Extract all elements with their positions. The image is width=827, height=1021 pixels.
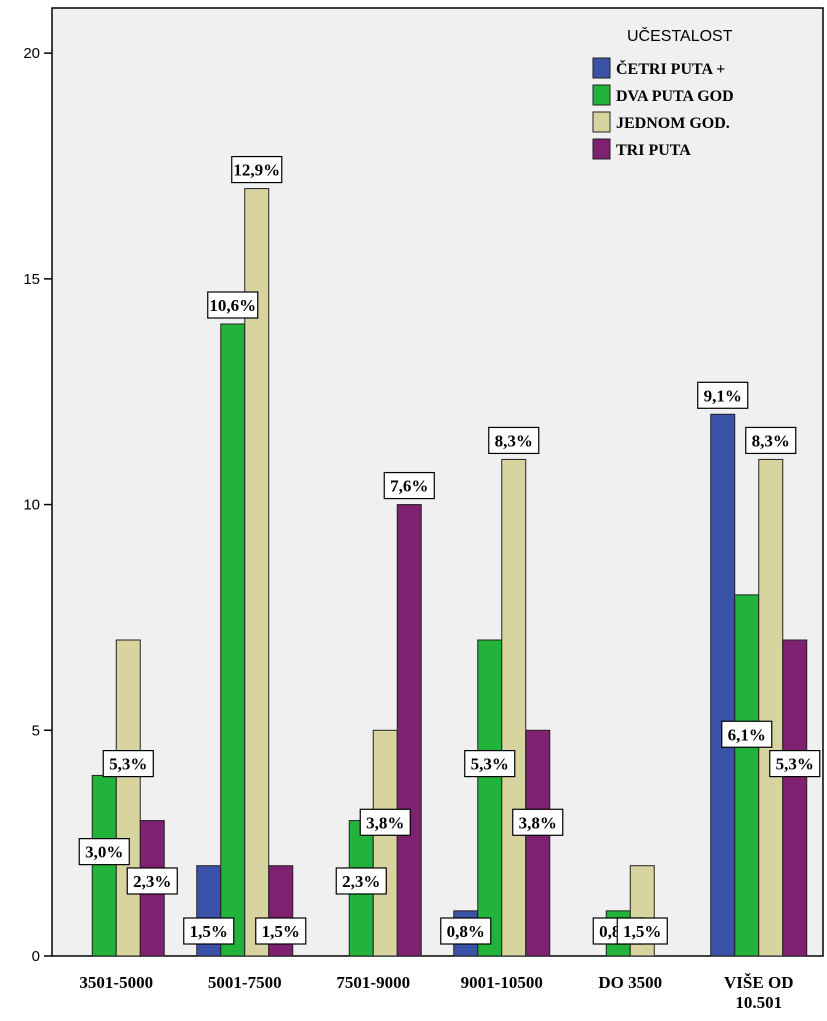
bar (525, 729, 551, 957)
legend-entry-label: JEDNOM GOD. (616, 115, 730, 132)
bar (758, 458, 784, 957)
data-label-box (721, 720, 773, 748)
bar (782, 639, 808, 957)
y-axis: 0 5 10 15 20 (23, 45, 52, 965)
plot-area (51, 7, 824, 957)
bar (91, 774, 117, 957)
legend-entry-label: ČETRI PUTA + (616, 59, 725, 78)
bar (734, 594, 760, 957)
data-label: 5,3% (776, 755, 814, 774)
data-label: 6,1% (728, 725, 766, 744)
data-label-box (440, 917, 492, 945)
legend-entry-label: DVA PUTA GOD (616, 88, 734, 105)
data-label-box (78, 838, 130, 866)
bars-group (91, 188, 808, 957)
legend: UČESTALOST ČETRI PUTA + DVA PUTA GOD JEDNOM… (592, 26, 734, 160)
data-label: 5,3% (109, 755, 147, 774)
data-label-box (255, 917, 307, 945)
legend-swatch (592, 57, 611, 79)
y-tick-label: 5 (32, 722, 40, 739)
bar (396, 504, 422, 957)
x-category-label: 5001-7500 (208, 973, 282, 992)
data-label-box (102, 749, 154, 778)
data-label: 8,3% (752, 431, 790, 450)
x-category-label: 7501-9000 (336, 973, 410, 992)
data-label-box (697, 381, 749, 409)
legend-title: UČESTALOST (627, 26, 733, 45)
legend-swatch (592, 111, 611, 133)
data-label: 7,6% (390, 477, 428, 496)
data-label: 1,5% (623, 922, 661, 941)
y-tick-label: 0 (32, 948, 40, 965)
data-label-box (616, 917, 668, 945)
x-axis: 3501-5000 5001-7500 7501-9000 9001-10500 DO … (79, 973, 793, 1012)
data-label: 2,3% (133, 872, 171, 891)
data-label-box (359, 808, 411, 836)
data-label-box (231, 155, 283, 184)
data-label: 10,6% (209, 296, 256, 315)
y-tick-label: 20 (23, 45, 40, 62)
bar (477, 639, 503, 957)
data-label-box (464, 749, 516, 778)
x-category-label: 9001-10500 (461, 973, 543, 992)
bar (710, 413, 736, 957)
data-label-box (383, 471, 435, 500)
data-label: 12,9% (233, 161, 280, 180)
data-label: 3,8% (519, 813, 557, 832)
x-category-label: DO 3500 (598, 973, 662, 992)
data-label: 9,1% (704, 386, 742, 405)
data-label: 5,3% (471, 755, 509, 774)
data-label-box (183, 917, 235, 945)
data-label-box (207, 291, 259, 319)
bar (372, 729, 398, 957)
legend-entry-label: TRI PUTA (616, 142, 691, 159)
data-label: 3,0% (85, 843, 123, 862)
bar (501, 458, 527, 957)
data-label: 1,5% (262, 922, 300, 941)
y-tick-label: 10 (23, 497, 40, 514)
x-category-label: 10.501 (735, 993, 782, 1012)
legend-swatch (592, 84, 611, 106)
data-label-box (769, 749, 821, 778)
data-label-box (512, 808, 564, 836)
data-label: 2,3% (342, 872, 380, 891)
data-label-box (126, 867, 178, 895)
data-label: 0,8% (447, 922, 485, 941)
bar (115, 639, 141, 957)
data-label: 8,3% (495, 431, 533, 450)
data-label: 3,8% (366, 813, 404, 832)
data-label-box (335, 867, 387, 895)
x-category-label: VIŠE OD (724, 973, 793, 992)
data-label-box (745, 426, 797, 455)
x-category-label: 3501-5000 (79, 973, 153, 992)
data-labels-group: 1,5%0,8%9,1%3,0%10,6%2,3%5,3%0,8%6,1%5,3… (78, 155, 821, 945)
bar (220, 323, 246, 957)
data-label: 1,5% (190, 922, 228, 941)
data-label-box (488, 426, 540, 455)
y-tick-label: 15 (23, 271, 40, 288)
legend-swatch (592, 138, 611, 160)
